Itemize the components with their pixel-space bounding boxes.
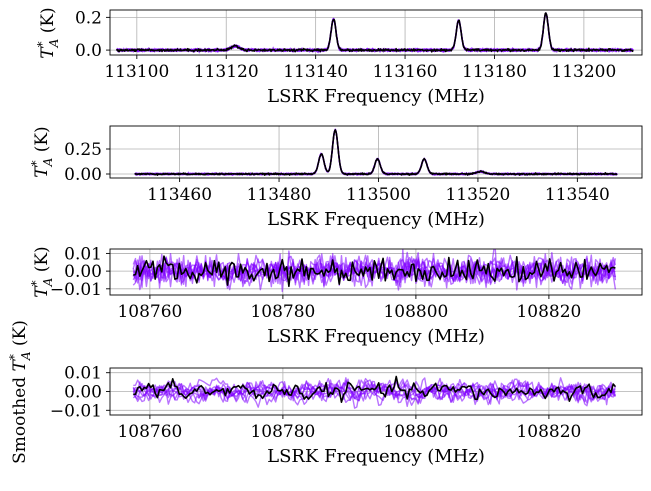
y-tick-label: 0.2 [75,8,102,28]
panel-3: 108760 108780 108800 108820 −0.010.000.01 LSR… [29,244,643,347]
spectra [134,128,618,177]
model-sample-line [116,13,634,53]
x-tick-label: 113180 [462,62,527,82]
y-tick-label: −0.01 [50,280,102,300]
axes-frame [109,9,643,56]
model-sample-line [116,13,634,54]
data-line [115,12,634,53]
model-sample-line [116,12,634,53]
x-tick-label: 113140 [283,62,348,82]
x-tick-label: 108820 [516,302,581,322]
model-sample-line [116,13,634,53]
x-tick-label: 113480 [247,185,312,205]
y-tick-label: 0.01 [64,244,102,264]
panel-1: 113100 113120 113140 113160 113180 113200 0.0 0… [35,7,643,107]
x-axis-label: LSRK Frequency (MHz) [267,86,485,107]
x-tick-label: 113100 [104,62,169,82]
data-line [133,255,616,288]
x-tick-label: 108800 [383,422,448,442]
y-tick-label: −0.01 [50,401,102,421]
x-tick-label: 113540 [545,185,610,205]
spectra [115,12,634,54]
spectra [132,249,617,293]
x-tick-label: 113160 [373,62,438,82]
model-sample-line [134,129,618,176]
model-sample-line [134,129,618,176]
model-sample-line [116,12,634,54]
y-axis-label: Smoothed T*A (K) [7,320,33,464]
x-tick-label: 108760 [117,302,182,322]
x-tick-label: 113200 [551,62,616,82]
axes-frame [109,248,643,296]
x-tick-label: 113120 [194,62,259,82]
y-axis-label: T*A (K) [29,126,55,177]
model-sample-line [134,129,618,176]
y-tick-label: 0.25 [64,140,102,160]
panel-2: 113460 113480 113500 113520 113540 0.00 0.25 LS… [29,125,643,230]
data-line [133,375,617,403]
x-tick-label: 108780 [250,422,315,442]
data-line [134,129,618,176]
y-tick-label: 0.00 [64,165,102,185]
model-sample-line [116,13,634,53]
y-tick-label: 0.00 [64,383,102,403]
model-sample-line [134,128,618,177]
x-axis-label: LSRK Frequency (MHz) [267,209,485,230]
model-sample-line [116,12,634,53]
axes-frame [109,125,643,179]
model-sample-line [132,254,616,289]
x-tick-label: 108780 [250,302,315,322]
model-sample-line [134,129,618,177]
model-sample-line [132,377,617,405]
model-sample-line [134,128,618,176]
x-tick-label: 108760 [117,422,182,442]
x-axis-label: LSRK Frequency (MHz) [267,446,485,467]
y-tick-label: 0.00 [64,262,102,282]
y-tick-label: 0.01 [64,364,102,384]
x-tick-label: 108800 [383,302,448,322]
model-sample-line [116,13,634,54]
y-axis-label: T*A (K) [35,7,61,58]
x-tick-label: 108820 [516,422,581,442]
x-axis-label: LSRK Frequency (MHz) [267,326,485,347]
y-tick-label: 0.0 [75,41,102,61]
y-axis-label: T*A (K) [29,246,55,297]
model-sample-line [134,128,618,176]
x-tick-label: 113500 [346,185,411,205]
panel-4: 108760 108780 108800 108820 −0.010.000.01 LSR… [7,320,643,467]
x-tick-label: 113520 [445,185,510,205]
spectra [132,375,617,409]
x-tick-label: 113460 [147,185,212,205]
model-sample-line [134,129,618,176]
